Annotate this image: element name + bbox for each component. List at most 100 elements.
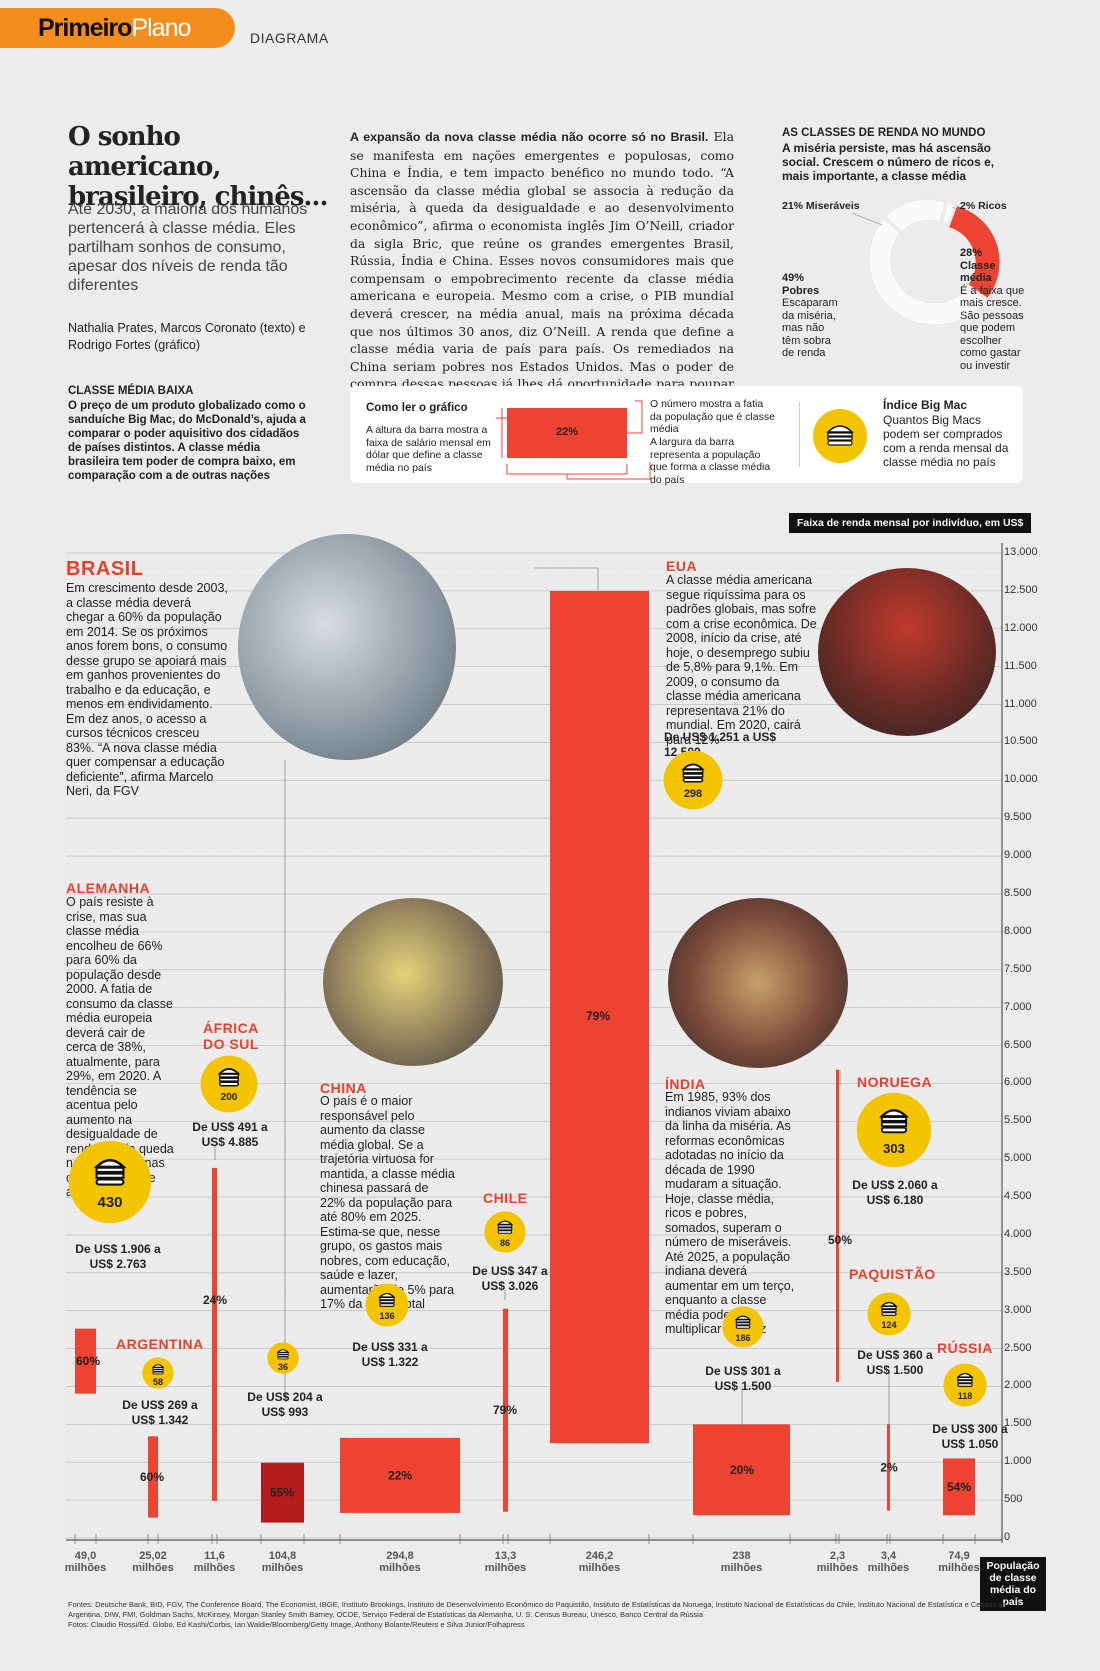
y-tick-label: 11.000 — [1004, 697, 1037, 710]
photo-brasil — [238, 534, 456, 760]
bigmac-count: 200 — [220, 1092, 238, 1104]
bigmac-badge-chile: 86 — [484, 1211, 526, 1253]
range-india: De US$ 301 a US$ 1.500 — [705, 1364, 781, 1393]
pct-label-ndia: 20% — [730, 1463, 754, 1477]
pobres-pct: 49% — [782, 272, 805, 284]
bar-rssia — [943, 1458, 975, 1516]
y-tick-label: 8.000 — [1004, 924, 1032, 937]
range-noruega: De US$ 2.060 a US$ 6.180 — [852, 1178, 938, 1207]
pobres-label: Pobres — [782, 284, 820, 297]
y-tick-label: 10.500 — [1004, 735, 1038, 748]
country-name-india: ÍNDIA — [665, 1076, 706, 1092]
population-unit-ndia: milhões — [721, 1562, 763, 1574]
sample-pct: 22% — [555, 426, 579, 438]
classe-media-pct: 28% — [960, 247, 983, 259]
bar-alemanha — [75, 1328, 96, 1394]
bigmac-badge-russia: 118 — [943, 1363, 987, 1407]
y-tick-label: 7.000 — [1004, 1000, 1032, 1013]
country-name-noruega: NORUEGA — [857, 1074, 933, 1090]
classe-media-baixa-title: CLASSE MÉDIA BAIXA — [68, 385, 194, 397]
page-title: O sonho americano, brasileiro, chinês... — [68, 122, 329, 212]
bar-chile — [503, 1308, 508, 1512]
country-name-eua: EUA — [666, 558, 698, 574]
burger-icon — [722, 1306, 764, 1348]
bar-fricadosul — [212, 1167, 217, 1501]
donut-slice-classe-media — [949, 206, 1000, 298]
donut-slice-ricos — [942, 202, 956, 225]
population-unit-chile: milhões — [485, 1562, 527, 1574]
country-name-alemanha: ALEMANHA — [66, 880, 151, 896]
y-tick-label: 5.000 — [1004, 1152, 1032, 1165]
y-tick-label: 11.500 — [1004, 659, 1037, 672]
range-china: De US$ 331 a US$ 1.322 — [352, 1340, 428, 1369]
bigmac-badge-alemanha: 430 — [68, 1140, 152, 1224]
population-unit-alemanha: milhões — [65, 1562, 107, 1574]
pct-label-chile: 79% — [493, 1403, 517, 1417]
bigmac-badge-africa: 200 — [200, 1055, 258, 1113]
photo-india — [668, 898, 848, 1068]
burger-icon — [142, 1357, 174, 1389]
population-label-ndia: 238 — [732, 1550, 750, 1562]
y-tick-label: 1.500 — [1004, 1417, 1032, 1430]
burger-icon — [68, 1140, 152, 1224]
burger-icon — [663, 750, 723, 810]
axis-title: Faixa de renda mensal por indivíduo, em … — [789, 513, 1032, 533]
burger-icon — [867, 1292, 911, 1336]
intro-body: Ela se manifesta em nações emergentes e … — [350, 129, 734, 409]
pct-label-fricadosul: 24% — [203, 1293, 227, 1307]
bigmac-count: 430 — [97, 1193, 123, 1211]
bigmac-count: 58 — [152, 1377, 163, 1388]
photo-eua — [818, 568, 996, 736]
population-unit-eua: milhões — [579, 1562, 621, 1574]
y-tick-label: 1.000 — [1004, 1455, 1032, 1468]
population-label-chile: 13,3 — [495, 1550, 516, 1562]
classe-media-text: É a faixa que mais cresce. São pessoas q… — [960, 284, 1025, 372]
credits: Nathalia Prates, Marcos Coronato (texto)… — [68, 321, 306, 352]
label-pobres: 49% Pobres Escaparam da miséria, mas não… — [782, 272, 844, 360]
classe-media-baixa-text: O preço de um produto globalizado como o… — [68, 400, 306, 482]
pct-label-alemanha: 60% — [76, 1354, 100, 1368]
burger-icon — [484, 1211, 526, 1253]
pct-label-brasil: 55% — [270, 1486, 294, 1500]
population-label-china: 294,8 — [386, 1550, 414, 1562]
bigmac-count: 298 — [683, 788, 703, 801]
population-label-argentina: 25,02 — [139, 1550, 167, 1562]
photo-china — [323, 898, 503, 1066]
population-unit-fricadosul: milhões — [194, 1562, 236, 1574]
pct-label-argentina: 60% — [140, 1470, 164, 1484]
bar-argentina — [148, 1436, 158, 1518]
bigmac-badge-noruega: 303 — [856, 1092, 932, 1168]
donut-slice-miseraveis — [885, 199, 946, 232]
country-name-china: CHINA — [320, 1080, 367, 1096]
sample-bar — [507, 408, 627, 458]
y-tick-label: 3.500 — [1004, 1265, 1032, 1278]
world-classes-panel: AS CLASSES DE RENDA NO MUNDO A miséria p… — [782, 127, 1022, 183]
population-unit-brasil: milhões — [262, 1562, 304, 1574]
pct-label-paquisto: 2% — [880, 1461, 898, 1475]
bigmac-count: 36 — [277, 1362, 288, 1373]
bigmac-count: 303 — [883, 1140, 905, 1156]
country-name-africa: ÁFRICA DO SUL — [203, 1020, 259, 1052]
range-argentina: De US$ 269 a US$ 1.342 — [122, 1398, 198, 1427]
pobres-text: Escaparam da miséria, mas não têm sobra … — [782, 297, 838, 359]
sources: Fontes: Deutsche Bank, BID, FGV, The Con… — [68, 1600, 1028, 1630]
y-tick-label: 6.500 — [1004, 1038, 1032, 1051]
intro-lead: A expansão da nova classe média não ocor… — [350, 130, 709, 144]
sources-fontes: Fontes: Deutsche Bank, BID, FGV, The Con… — [68, 1600, 1007, 1619]
bigmac-count: 86 — [499, 1237, 510, 1248]
population-unit-rssia: milhões — [938, 1562, 980, 1574]
y-tick-label: 5.500 — [1004, 1114, 1032, 1127]
burger-icon — [267, 1342, 299, 1374]
population-label-brasil: 104,8 — [269, 1550, 297, 1562]
population-label-paquisto: 3,4 — [881, 1550, 897, 1562]
section-label: DIAGRAMA — [250, 30, 329, 46]
bigmac-legend-title: Índice Big Mac — [883, 398, 968, 412]
y-tick-label: 10.000 — [1004, 773, 1038, 786]
y-tick-label: 7.500 — [1004, 962, 1032, 975]
population-label-fricadosul: 11,6 — [204, 1550, 225, 1562]
bar-china — [340, 1437, 460, 1513]
range-chile: De US$ 347 a US$ 3.026 — [472, 1264, 548, 1293]
burger-icon — [200, 1055, 258, 1113]
country-name-chile: CHILE — [483, 1190, 528, 1206]
